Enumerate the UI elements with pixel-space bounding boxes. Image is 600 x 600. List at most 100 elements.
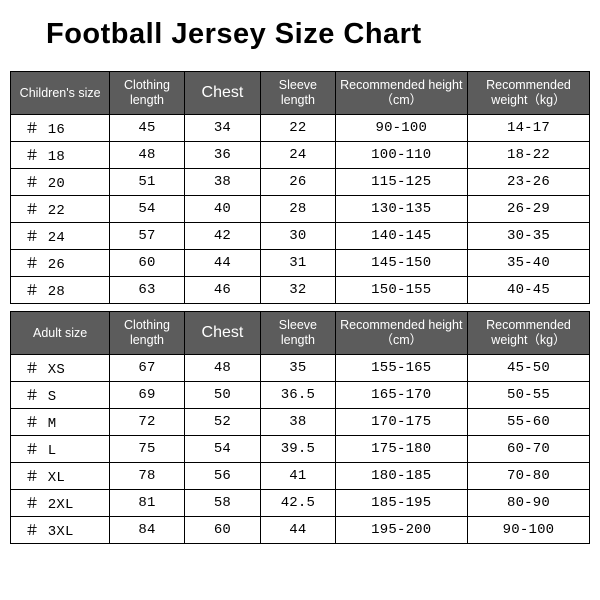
cell: 72 (110, 409, 184, 436)
cell-size: ＃ 18 (11, 142, 110, 169)
cell: 30-35 (467, 223, 589, 250)
table-row: ＃ L 75 54 39.5 175-180 60-70 (11, 436, 590, 463)
cell: 40 (184, 196, 261, 223)
cell: 165-170 (335, 382, 467, 409)
cell-size: ＃ 28 (11, 277, 110, 304)
cell: 175-180 (335, 436, 467, 463)
size-chart-page: Football Jersey Size Chart Children's si… (0, 0, 600, 554)
col-rec-weight: Recommended weight（kg） (467, 72, 589, 115)
cell: 18-22 (467, 142, 589, 169)
cell-size: ＃ M (11, 409, 110, 436)
cell: 41 (261, 463, 335, 490)
col-clothing-length: Clothing length (110, 312, 184, 355)
cell: 81 (110, 490, 184, 517)
section-gap (11, 304, 590, 312)
cell: 145-150 (335, 250, 467, 277)
cell: 60 (184, 517, 261, 544)
cell: 55-60 (467, 409, 589, 436)
cell: 90-100 (335, 115, 467, 142)
cell: 78 (110, 463, 184, 490)
cell: 51 (110, 169, 184, 196)
table-row: ＃ XS 67 48 35 155-165 45-50 (11, 355, 590, 382)
cell: 32 (261, 277, 335, 304)
table-row: ＃ 22 54 40 28 130-135 26-29 (11, 196, 590, 223)
cell: 28 (261, 196, 335, 223)
cell: 23-26 (467, 169, 589, 196)
cell-size: ＃ S (11, 382, 110, 409)
col-children-size: Children's size (11, 72, 110, 115)
cell: 100-110 (335, 142, 467, 169)
cell: 45-50 (467, 355, 589, 382)
cell: 30 (261, 223, 335, 250)
col-rec-height: Recommended height（cm） (335, 72, 467, 115)
cell: 170-175 (335, 409, 467, 436)
cell: 69 (110, 382, 184, 409)
cell: 80-90 (467, 490, 589, 517)
table-row: ＃ 26 60 44 31 145-150 35-40 (11, 250, 590, 277)
cell: 60 (110, 250, 184, 277)
cell-size: ＃ XS (11, 355, 110, 382)
cell: 60-70 (467, 436, 589, 463)
cell: 57 (110, 223, 184, 250)
table-row: ＃ S 69 50 36.5 165-170 50-55 (11, 382, 590, 409)
cell: 35-40 (467, 250, 589, 277)
cell: 46 (184, 277, 261, 304)
table-row: ＃ 24 57 42 30 140-145 30-35 (11, 223, 590, 250)
cell-size: ＃ XL (11, 463, 110, 490)
cell: 36 (184, 142, 261, 169)
cell: 130-135 (335, 196, 467, 223)
table-row: ＃ 16 45 34 22 90-100 14-17 (11, 115, 590, 142)
col-rec-height: Recommended height（cm） (335, 312, 467, 355)
cell: 56 (184, 463, 261, 490)
children-header-row: Children's size Clothing length Chest Sl… (11, 72, 590, 115)
cell-size: ＃ 26 (11, 250, 110, 277)
table-row: ＃ 3XL 84 60 44 195-200 90-100 (11, 517, 590, 544)
cell-size: ＃ L (11, 436, 110, 463)
table-row: ＃ 28 63 46 32 150-155 40-45 (11, 277, 590, 304)
cell: 90-100 (467, 517, 589, 544)
col-rec-weight: Recommended weight（kg） (467, 312, 589, 355)
cell-size: ＃ 3XL (11, 517, 110, 544)
cell: 185-195 (335, 490, 467, 517)
page-title: Football Jersey Size Chart (46, 18, 590, 51)
cell: 39.5 (261, 436, 335, 463)
cell: 42.5 (261, 490, 335, 517)
cell: 54 (110, 196, 184, 223)
cell: 50-55 (467, 382, 589, 409)
cell: 48 (110, 142, 184, 169)
cell: 58 (184, 490, 261, 517)
cell: 150-155 (335, 277, 467, 304)
col-chest: Chest (184, 72, 261, 115)
table-row: ＃ M 72 52 38 170-175 55-60 (11, 409, 590, 436)
col-sleeve-length: Sleeve length (261, 72, 335, 115)
cell: 75 (110, 436, 184, 463)
col-sleeve-length: Sleeve length (261, 312, 335, 355)
cell: 40-45 (467, 277, 589, 304)
cell: 63 (110, 277, 184, 304)
cell: 26-29 (467, 196, 589, 223)
cell: 22 (261, 115, 335, 142)
cell: 115-125 (335, 169, 467, 196)
cell: 14-17 (467, 115, 589, 142)
cell: 52 (184, 409, 261, 436)
cell: 34 (184, 115, 261, 142)
cell: 45 (110, 115, 184, 142)
table-row: ＃ 20 51 38 26 115-125 23-26 (11, 169, 590, 196)
cell: 44 (261, 517, 335, 544)
cell: 195-200 (335, 517, 467, 544)
cell: 35 (261, 355, 335, 382)
table-row: ＃ 2XL 81 58 42.5 185-195 80-90 (11, 490, 590, 517)
cell: 44 (184, 250, 261, 277)
cell: 24 (261, 142, 335, 169)
table-row: ＃ XL 78 56 41 180-185 70-80 (11, 463, 590, 490)
cell: 140-145 (335, 223, 467, 250)
cell: 50 (184, 382, 261, 409)
cell: 155-165 (335, 355, 467, 382)
cell: 180-185 (335, 463, 467, 490)
cell: 54 (184, 436, 261, 463)
cell: 38 (261, 409, 335, 436)
col-chest: Chest (184, 312, 261, 355)
cell: 31 (261, 250, 335, 277)
cell-size: ＃ 24 (11, 223, 110, 250)
cell-size: ＃ 16 (11, 115, 110, 142)
